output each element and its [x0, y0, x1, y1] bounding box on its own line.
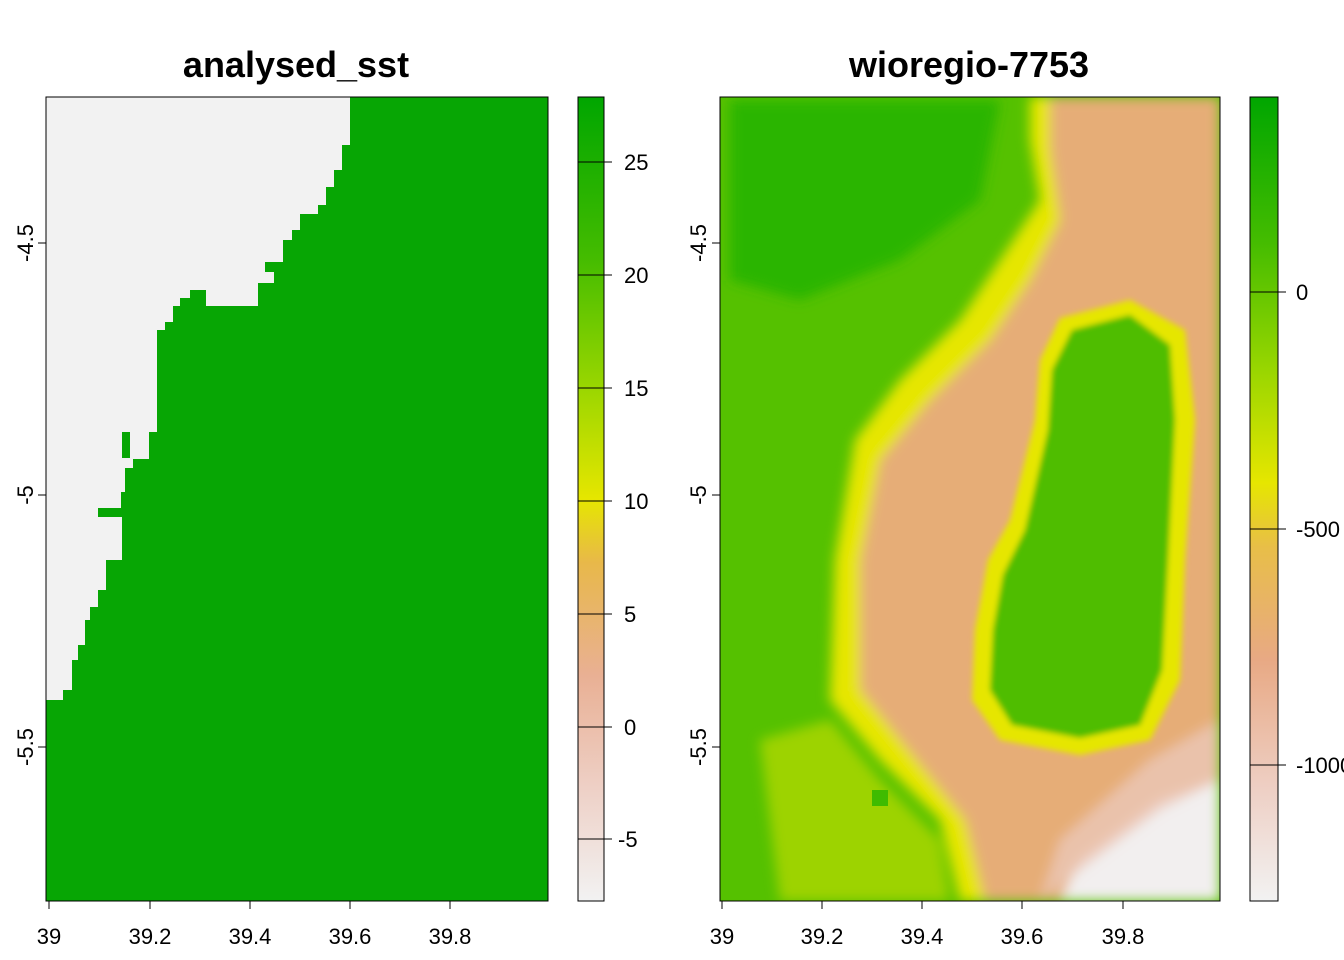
y-tick-label: -5.5: [686, 728, 711, 766]
legend-tick-label: 0: [1296, 280, 1308, 305]
legend-tick-label: 25: [624, 150, 648, 175]
sea-pixel: [122, 432, 130, 458]
x-tick-label: 39.2: [801, 924, 844, 949]
land-pixel: [141, 372, 157, 381]
raster-map: [46, 97, 548, 901]
x-tick-label: 39.8: [429, 924, 472, 949]
legend-tick-label: 15: [624, 376, 648, 401]
x-axis: 39 39.2 39.4 39.6 39.8: [37, 900, 472, 949]
x-tick-label: 39.6: [329, 924, 372, 949]
x-axis: 39 39.2 39.4 39.6 39.8: [710, 900, 1145, 949]
legend-tick-label: 5: [624, 602, 636, 627]
x-tick-label: 39.4: [901, 924, 944, 949]
y-axis: -4.5 -5 -5.5: [13, 224, 47, 766]
land-area: [46, 97, 350, 700]
panel-analysed-sst: analysed_sst 39 39.2 39.4 39.6 39.8: [13, 44, 648, 949]
land-pixel: [246, 290, 254, 304]
legend-tick-label: -5: [618, 827, 638, 852]
bathymetry-deep-corner: [1040, 720, 1220, 901]
panel-wioregio-7753: wioregio-7753: [686, 44, 1344, 949]
y-axis: -4.5 -5 -5.5: [686, 224, 721, 766]
land-pixel: [106, 450, 114, 458]
shallow-spot: [872, 790, 888, 806]
land-pixel: [132, 378, 141, 387]
raster-map: [720, 97, 1220, 901]
x-tick-label: 39.6: [1001, 924, 1044, 949]
panel-title: analysed_sst: [183, 44, 409, 85]
y-tick-label: -4.5: [686, 224, 711, 262]
bank-core: [990, 315, 1175, 738]
y-tick-label: -5: [686, 485, 711, 505]
sea-pixel: [265, 262, 274, 272]
legend-colorbar: [577, 96, 605, 902]
x-tick-label: 39: [710, 924, 734, 949]
legend-tick-label: -1000: [1296, 753, 1344, 778]
bathymetry-lower-slope: [760, 720, 950, 901]
color-legend: 25 20 15 10 5 0 -5: [577, 96, 648, 902]
x-tick-label: 39.8: [1102, 924, 1145, 949]
legend-tick-label: -500: [1296, 517, 1340, 542]
y-tick-label: -5.5: [13, 728, 38, 766]
y-tick-label: -5: [13, 485, 38, 505]
legend-colorbar: [1249, 96, 1279, 902]
panel-title: wioregio-7753: [848, 44, 1089, 85]
bathymetry-deepest-corner: [1060, 780, 1220, 901]
land-pixel: [330, 150, 342, 170]
legend-tick-label: 20: [624, 263, 648, 288]
x-tick-label: 39: [37, 924, 61, 949]
legend-tick-label: 0: [624, 715, 636, 740]
color-legend: 0 -500 -1000: [1249, 96, 1344, 902]
x-tick-label: 39.4: [229, 924, 272, 949]
bathymetry-shallow-patch: [730, 100, 1000, 300]
legend-tick-label: 10: [624, 489, 648, 514]
y-tick-label: -4.5: [13, 224, 38, 262]
x-tick-label: 39.2: [129, 924, 172, 949]
